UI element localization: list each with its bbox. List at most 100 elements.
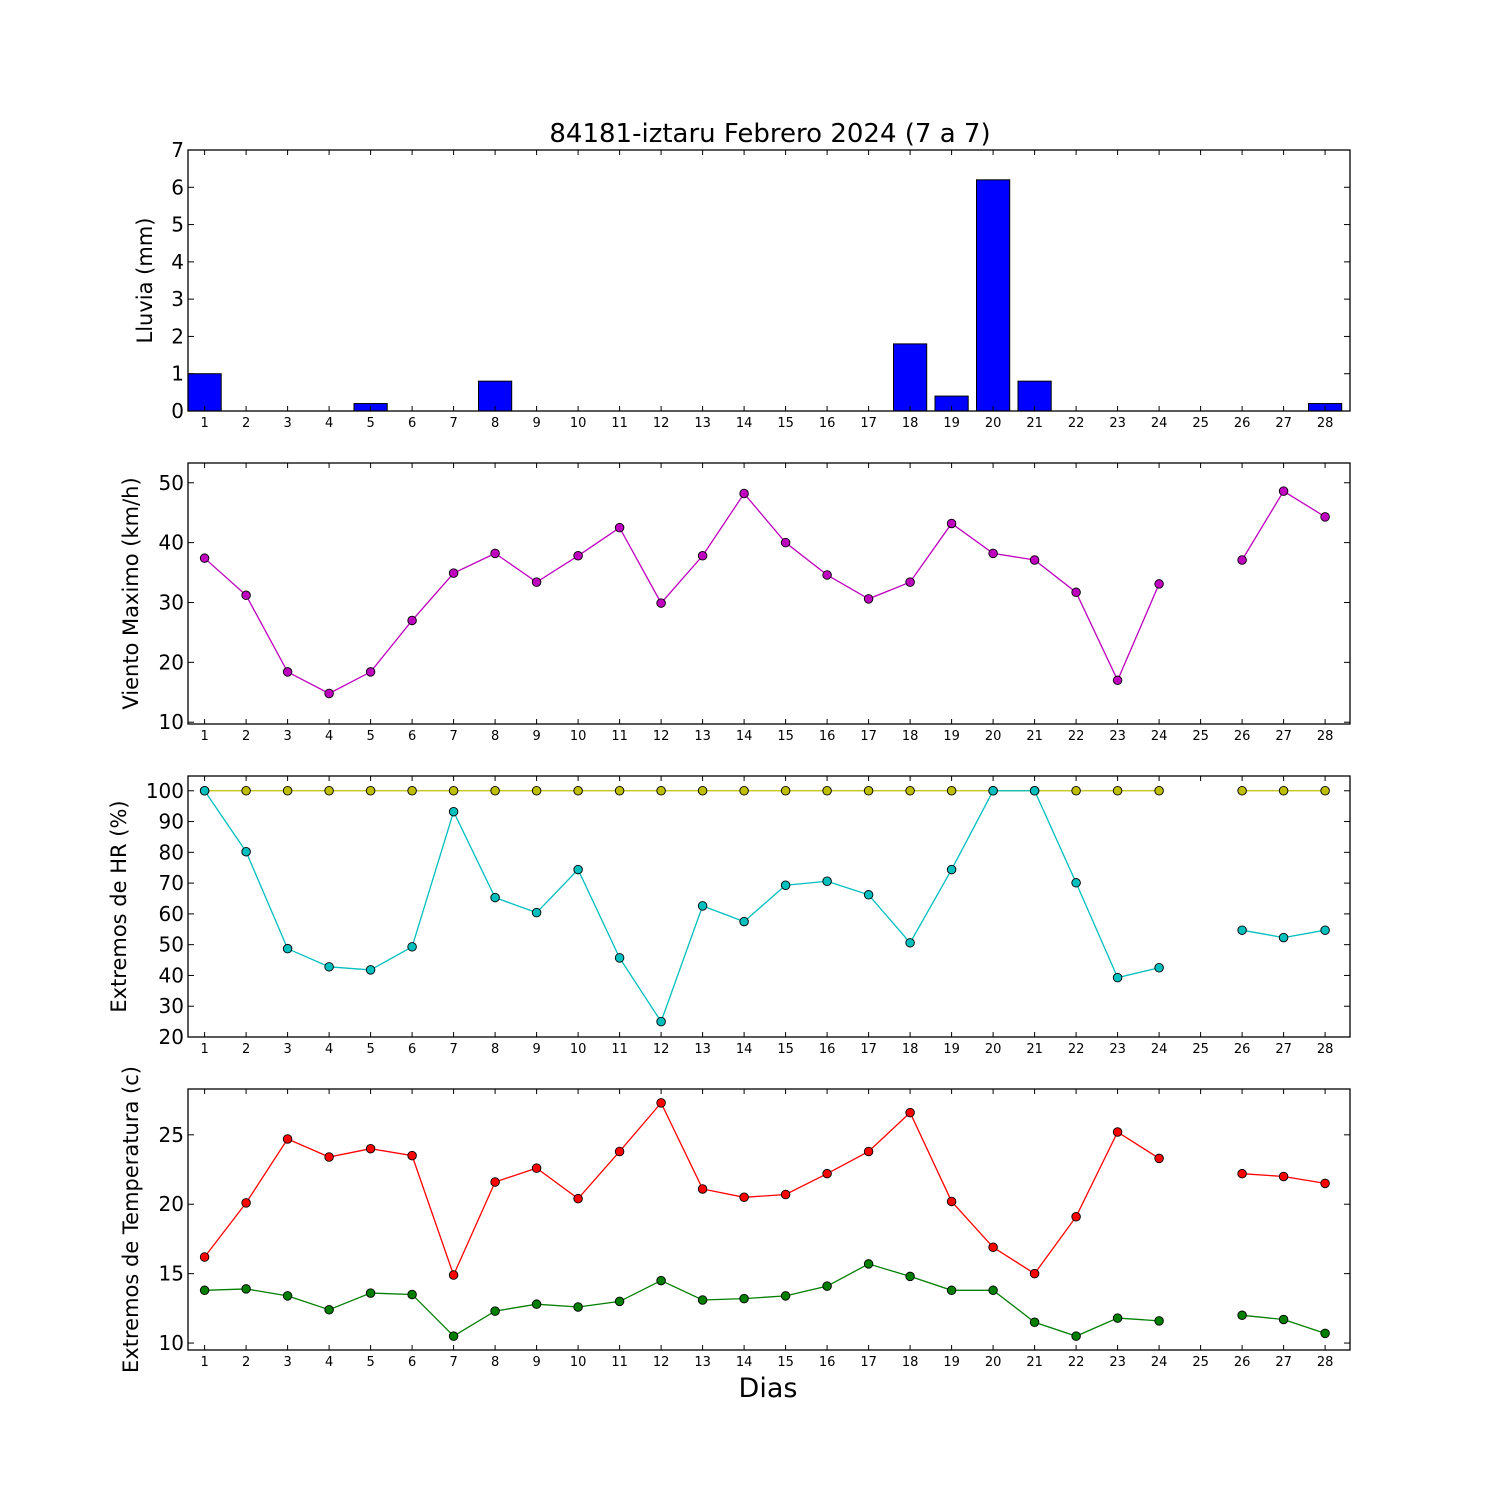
series-2-point-day-5 — [365, 965, 376, 975]
x-tick-label: 26 — [1234, 416, 1251, 431]
series-1-point-day-11 — [614, 522, 625, 533]
y-axis-label: Extremos de HR (%) — [107, 800, 131, 1012]
series-1-point-day-16 — [822, 786, 832, 796]
series-1-point-day-21 — [1029, 555, 1040, 565]
x-tick-label: 14 — [736, 729, 753, 744]
series-2-point-day-26 — [1237, 925, 1247, 935]
x-tick-label: 11 — [611, 416, 628, 431]
chart-panels: 1 2 3 4 5 6 7 8 9 10 11 12 13 14 15 16 17 18 19 20 21 22 23 24 2… — [107, 138, 1351, 1373]
x-tick-label: 4 — [325, 1355, 333, 1370]
y-tick-label: 7 — [171, 138, 184, 162]
x-tick-label: 19 — [943, 1042, 960, 1057]
series-1-point-day-7 — [448, 568, 459, 578]
x-tick-label: 28 — [1317, 1042, 1334, 1057]
axes-frame — [187, 1088, 1351, 1351]
series-1-line-segment-1 — [204, 1101, 1160, 1277]
series-2-point-day-13 — [697, 1295, 708, 1305]
axes-frame — [187, 462, 1351, 725]
series-1-point-day-5 — [365, 667, 376, 677]
x-tick-label: 18 — [902, 729, 919, 744]
panel-4: 1 2 3 4 5 6 7 8 9 10 11 12 13 14 15 16 17 18 19 20 21 22 23 24 2… — [119, 1066, 1351, 1373]
y-tick-label: 25 — [159, 1123, 184, 1147]
series-1-point-day-20 — [988, 548, 998, 559]
series-2-point-day-22 — [1071, 878, 1081, 888]
series-2-point-day-9 — [531, 1299, 542, 1309]
x-tick-label: 3 — [283, 1355, 291, 1370]
series-2-point-day-14 — [739, 1293, 749, 1304]
series-1-point-day-1 — [199, 553, 210, 563]
series-1-point-day-26 — [1237, 555, 1247, 565]
x-tick-label: 11 — [611, 1355, 628, 1370]
panel-1: 1 2 3 4 5 6 7 8 9 10 11 12 13 14 15 16 17 18 19 20 21 22 23 24 2… — [133, 138, 1351, 431]
series-1-point-day-24 — [1154, 786, 1164, 796]
series-1-point-day-17 — [863, 594, 874, 604]
series-1-point-day-2 — [241, 590, 251, 601]
series-2-point-day-28 — [1320, 1328, 1330, 1339]
series-1-point-day-22 — [1071, 587, 1081, 598]
chart-title: 84181-iztaru Febrero 2024 (7 a 7) — [549, 119, 990, 149]
series-1-point-day-12 — [656, 1098, 666, 1108]
y-tick-label: 15 — [159, 1262, 184, 1286]
series-2-point-day-15 — [780, 880, 791, 891]
x-tick-label: 20 — [985, 416, 1002, 431]
series-2-point-day-20 — [988, 786, 998, 796]
series-1-point-day-13 — [697, 1184, 708, 1194]
series-2-point-day-27 — [1278, 932, 1289, 943]
series-2-point-day-2 — [241, 1284, 251, 1294]
series-1-point-day-27 — [1278, 1171, 1289, 1182]
y-tick-label: 1 — [171, 362, 184, 386]
x-tick-label: 25 — [1192, 729, 1209, 744]
series-2-point-day-13 — [697, 901, 708, 911]
x-tick-label: 23 — [1109, 729, 1126, 744]
series-2-point-day-20 — [988, 1285, 998, 1296]
x-tick-label: 28 — [1317, 729, 1334, 744]
series-2-point-day-15 — [780, 1291, 791, 1301]
series-1-point-day-16 — [822, 1168, 832, 1179]
x-tick-label: 9 — [532, 1355, 540, 1370]
series-1-point-day-24 — [1154, 1153, 1164, 1164]
series-2-point-day-8 — [490, 1306, 500, 1316]
x-tick-label: 3 — [283, 416, 291, 431]
y-tick-label: 40 — [159, 963, 184, 987]
series-2-point-day-16 — [822, 1281, 832, 1291]
x-tick-label: 8 — [491, 416, 499, 431]
series-1-point-day-27 — [1278, 486, 1289, 496]
x-tick-label: 12 — [653, 1355, 670, 1370]
x-tick-label: 9 — [532, 1042, 540, 1057]
series-2-point-day-18 — [905, 1271, 915, 1282]
x-tick-label: 23 — [1109, 416, 1126, 431]
x-tick-label: 22 — [1068, 729, 1085, 744]
series-2-point-day-11 — [614, 953, 625, 963]
x-tick-label: 1 — [200, 729, 208, 744]
x-tick-label: 25 — [1192, 416, 1209, 431]
series-2-point-day-6 — [407, 942, 417, 952]
x-tick-label: 13 — [694, 1042, 711, 1057]
y-tick-label: 30 — [159, 994, 184, 1018]
x-tick-label: 21 — [1026, 729, 1043, 744]
series-1-point-day-3 — [282, 786, 293, 796]
y-tick-label: 5 — [171, 213, 184, 237]
y-tick-label: 20 — [159, 1192, 184, 1216]
x-tick-label: 2 — [242, 1042, 250, 1057]
x-tick-label: 22 — [1068, 1355, 1085, 1370]
bar-day-1 — [187, 373, 222, 412]
series-1-point-day-2 — [241, 1198, 251, 1208]
axes-frame — [187, 149, 1351, 412]
series-2-point-day-19 — [946, 864, 957, 875]
series-2-point-day-8 — [490, 892, 500, 903]
y-tick-label: 50 — [159, 471, 184, 495]
y-tick-label: 0 — [171, 399, 184, 423]
series-2-point-day-3 — [282, 943, 293, 954]
series-1-point-day-4 — [324, 786, 334, 796]
x-tick-label: 5 — [366, 1355, 374, 1370]
x-tick-label: 26 — [1234, 729, 1251, 744]
series-2-point-day-7 — [448, 1331, 459, 1341]
x-tick-label: 28 — [1317, 1355, 1334, 1370]
series-2-point-day-26 — [1237, 1310, 1247, 1321]
x-tick-label: 20 — [985, 729, 1002, 744]
x-tick-label: 4 — [325, 729, 333, 744]
x-tick-label: 7 — [449, 1355, 457, 1370]
x-tick-label: 16 — [819, 1042, 836, 1057]
series-1-point-day-11 — [614, 786, 625, 796]
